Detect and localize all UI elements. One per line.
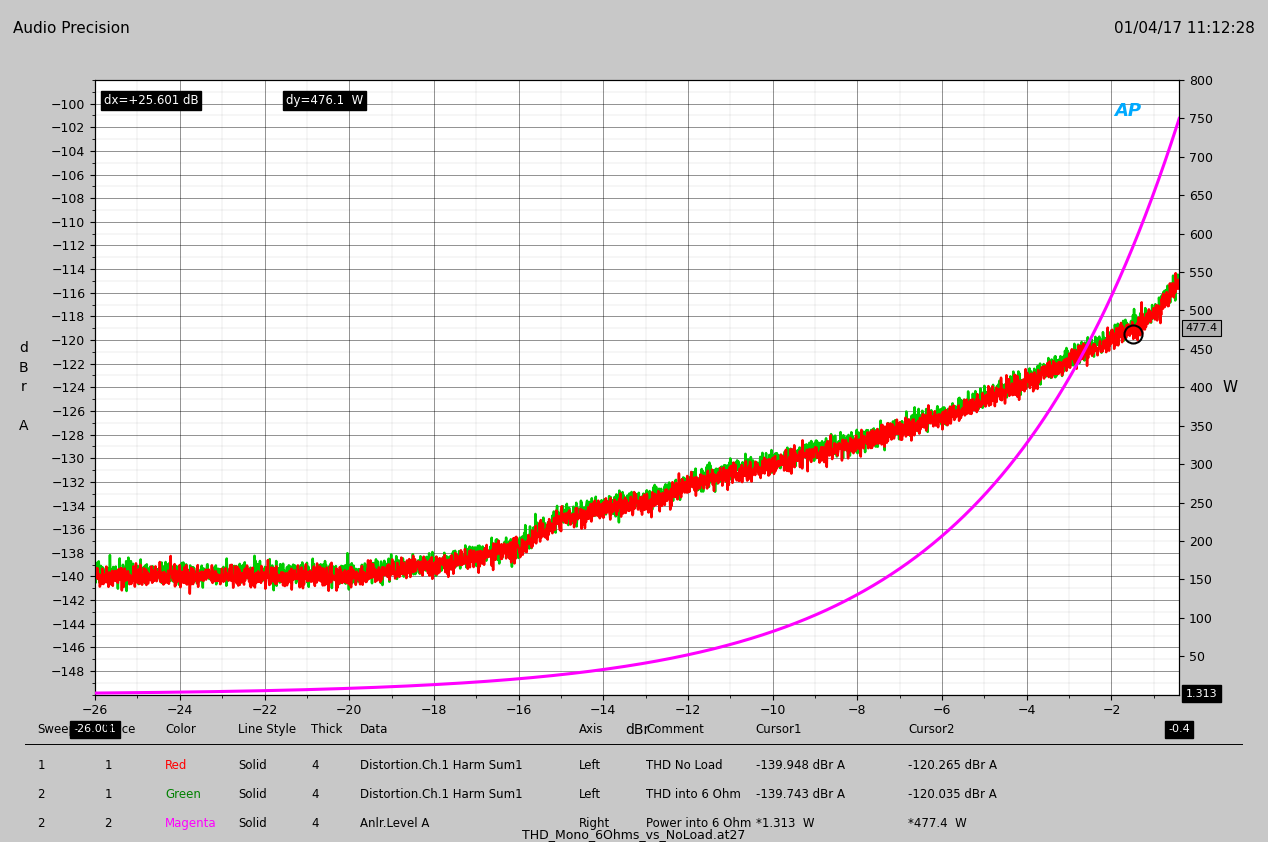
- Text: 1: 1: [38, 759, 46, 772]
- Text: Green: Green: [165, 788, 202, 802]
- Text: AP: AP: [1115, 102, 1141, 120]
- Text: Data: Data: [360, 723, 388, 736]
- Text: 01/04/17 11:12:28: 01/04/17 11:12:28: [1115, 21, 1255, 36]
- Text: 477.4: 477.4: [1186, 322, 1217, 333]
- Text: dx=+25.601 dB: dx=+25.601 dB: [104, 94, 198, 107]
- X-axis label: dBr: dBr: [625, 723, 649, 737]
- Text: 1: 1: [104, 788, 112, 802]
- Text: Trace: Trace: [104, 723, 136, 736]
- Text: 4: 4: [312, 788, 320, 802]
- Text: Cursor1: Cursor1: [756, 723, 803, 736]
- Text: Right: Right: [579, 817, 610, 830]
- Text: -139.743 dBr A: -139.743 dBr A: [756, 788, 844, 802]
- Text: Solid: Solid: [238, 788, 268, 802]
- Text: -139.948 dBr A: -139.948 dBr A: [756, 759, 844, 772]
- Text: -120.035 dBr A: -120.035 dBr A: [908, 788, 997, 802]
- Text: *1.313  W: *1.313 W: [756, 817, 814, 830]
- Text: Magenta: Magenta: [165, 817, 217, 830]
- Text: Power into 6 Ohm: Power into 6 Ohm: [647, 817, 752, 830]
- Y-axis label: d
B
r

A: d B r A: [19, 341, 28, 434]
- Text: Cursor2: Cursor2: [908, 723, 955, 736]
- Text: THD into 6 Ohm: THD into 6 Ohm: [647, 788, 741, 802]
- Text: Axis: Axis: [579, 723, 604, 736]
- Text: Anlr.Level A: Anlr.Level A: [360, 817, 430, 830]
- Y-axis label: W: W: [1222, 380, 1238, 395]
- Text: 2: 2: [38, 817, 46, 830]
- Text: Distortion.Ch.1 Harm Sum1: Distortion.Ch.1 Harm Sum1: [360, 759, 522, 772]
- Text: -120.265 dBr A: -120.265 dBr A: [908, 759, 997, 772]
- Text: *477.4  W: *477.4 W: [908, 817, 966, 830]
- Text: Comment: Comment: [647, 723, 704, 736]
- Text: Red: Red: [165, 759, 188, 772]
- Text: Line Style: Line Style: [238, 723, 297, 736]
- Text: 1: 1: [104, 759, 112, 772]
- Text: Audio Precision: Audio Precision: [13, 21, 129, 36]
- Text: Left: Left: [579, 788, 601, 802]
- Text: THD_Mono_6Ohms_vs_NoLoad.at27: THD_Mono_6Ohms_vs_NoLoad.at27: [522, 829, 746, 841]
- Text: Distortion.Ch.1 Harm Sum1: Distortion.Ch.1 Harm Sum1: [360, 788, 522, 802]
- Text: Thick: Thick: [312, 723, 342, 736]
- Text: Sweep: Sweep: [38, 723, 76, 736]
- Text: 4: 4: [312, 759, 320, 772]
- Text: 2: 2: [38, 788, 46, 802]
- Text: -26.001: -26.001: [74, 724, 117, 734]
- Text: Solid: Solid: [238, 759, 268, 772]
- Text: 1.313: 1.313: [1186, 689, 1217, 699]
- Text: Left: Left: [579, 759, 601, 772]
- Text: 2: 2: [104, 817, 112, 830]
- Text: -0.4: -0.4: [1168, 724, 1191, 734]
- Text: Solid: Solid: [238, 817, 268, 830]
- Text: dy=476.1  W: dy=476.1 W: [285, 94, 363, 107]
- Text: Color: Color: [165, 723, 197, 736]
- Text: THD No Load: THD No Load: [647, 759, 723, 772]
- Text: 4: 4: [312, 817, 320, 830]
